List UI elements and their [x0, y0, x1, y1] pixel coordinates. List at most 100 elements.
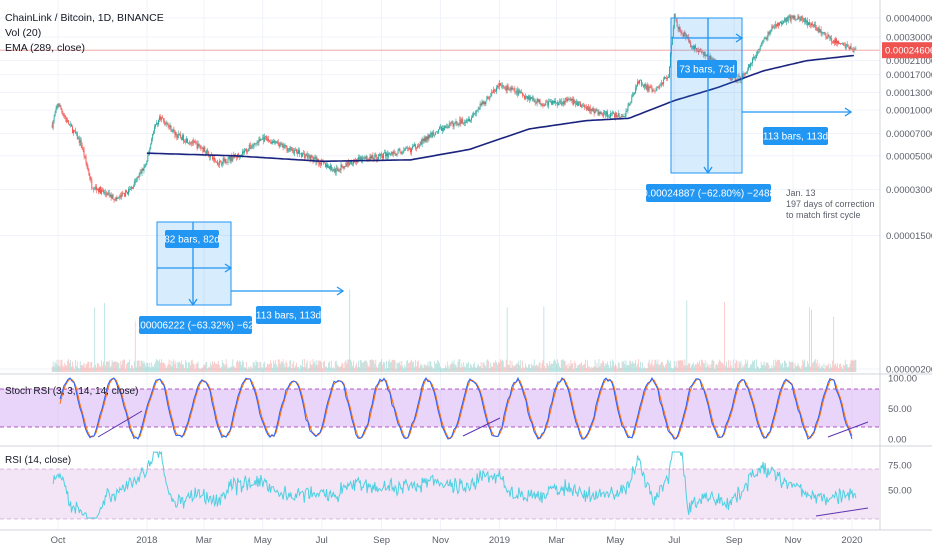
candle-body [364, 157, 366, 159]
range2b-bars-label-bg[interactable] [763, 127, 828, 145]
volume-bar [709, 368, 711, 372]
volume-bar [481, 368, 483, 372]
volume-bar [738, 361, 740, 372]
ema-legend[interactable]: EMA (289, close) [5, 42, 85, 54]
candle-body [667, 77, 668, 79]
range-arrow-1-head[interactable] [224, 263, 233, 273]
candle-body [807, 20, 809, 26]
candle-body [442, 128, 444, 131]
price-axis[interactable]: 0.000400000.000300000.000210000.00017000… [882, 14, 932, 497]
stoch-trendline-3[interactable] [827, 421, 869, 438]
volume-bar [341, 362, 343, 372]
candle-body [685, 33, 687, 38]
volume-bar [362, 362, 364, 372]
candle-body [677, 26, 679, 30]
drop-arrow-2-head[interactable] [703, 166, 713, 175]
candle-body [566, 99, 568, 102]
volume-bar [454, 364, 456, 372]
range1-bars-label[interactable]: 82 bars, 82d [164, 235, 220, 246]
candle-body [815, 27, 817, 31]
range-box-2[interactable] [670, 17, 743, 174]
drop2-label-bg[interactable] [646, 184, 771, 202]
range1b-bars-label-bg[interactable] [256, 306, 321, 324]
range2-bars-label-bg[interactable] [677, 60, 737, 78]
range2b-bars-label[interactable]: 113 bars, 113d [763, 132, 828, 143]
time-axis[interactable]: Oct 2018 Mar May Jul Sep Nov 2019 Mar May Jul Sep No… [51, 535, 863, 546]
drop-arrow-1-head[interactable] [188, 298, 198, 307]
volume-bar [66, 365, 68, 372]
candle-body [229, 156, 231, 161]
volume-bar [300, 364, 301, 372]
annotations[interactable]: 82 bars, 82d−0.00006222 (−63.32%) −62221… [126, 17, 875, 334]
drop1-label-bg[interactable] [139, 316, 252, 334]
volume-bar [329, 361, 330, 372]
range2-bars-label[interactable]: 73 bars, 73d [679, 65, 735, 76]
candle-body [680, 31, 682, 33]
candle-body [54, 112, 56, 117]
stoch-trendline-2[interactable] [462, 417, 501, 437]
candle-body [761, 41, 763, 45]
candle-body [101, 189, 102, 194]
candle-body [701, 52, 703, 53]
candle-body [102, 190, 104, 193]
candle-body [384, 152, 385, 154]
volume-bar [62, 365, 64, 372]
volume-legend[interactable]: Vol (20) [5, 27, 41, 39]
range-arrow-1b-head[interactable] [336, 286, 345, 296]
stoch-rsi-legend[interactable]: Stoch RSI (3, 3, 14, 14, close) [5, 386, 138, 397]
candle-body [776, 24, 778, 27]
range-arrow-2-head[interactable] [735, 33, 744, 43]
volume-bar [346, 363, 348, 372]
candle-body [345, 163, 347, 167]
candle-body [803, 20, 805, 22]
candle-body [664, 76, 666, 80]
candle-body [555, 101, 556, 103]
candle-body [689, 41, 691, 43]
candle-body [61, 109, 63, 112]
drop2-label[interactable]: −0.00024887 (−62.80%) −24887 [636, 189, 781, 200]
volume-bar [514, 365, 516, 372]
volume-bar [426, 365, 428, 372]
range-arrow-2b-head[interactable] [844, 107, 853, 117]
volume-bar [340, 365, 342, 372]
candle-body [806, 20, 808, 23]
volume-bar [766, 362, 768, 372]
candle-body [146, 161, 148, 165]
volume-bar [537, 366, 539, 372]
volume-bar [123, 359, 125, 372]
candle-body [190, 142, 192, 144]
volume-bar [573, 368, 575, 372]
volume-bar [768, 364, 770, 372]
volume-bar [421, 365, 423, 372]
volume-bar [603, 361, 605, 372]
candle-body [298, 150, 299, 154]
candle-body [695, 45, 696, 49]
volume-bar [678, 360, 680, 372]
range1-bars-label-bg[interactable] [165, 230, 219, 248]
volume-bar [185, 360, 186, 372]
candle-body [468, 119, 469, 122]
candle-body [477, 108, 479, 111]
volume-bar [485, 366, 487, 372]
candle-body [589, 107, 591, 111]
range1b-bars-label[interactable]: 113 bars, 113d [256, 311, 321, 322]
candle-body [729, 78, 731, 79]
volume-bar [422, 368, 424, 372]
stoch-trendline-1[interactable] [97, 410, 143, 438]
candle-body [424, 137, 426, 142]
candle-body [392, 151, 394, 155]
volume-bar [498, 362, 499, 372]
candle-body [431, 132, 433, 138]
candle-body [631, 96, 633, 103]
rsi-legend[interactable]: RSI (14, close) [5, 455, 71, 466]
drop1-label[interactable]: −0.00006222 (−63.32%) −6222 [126, 321, 265, 332]
candle-body [413, 144, 415, 147]
candle-body [281, 143, 283, 145]
candle-body [824, 32, 826, 34]
symbol-title[interactable]: ChainLink / Bitcoin, 1D, BINANCE [5, 12, 164, 24]
rsi-trendline[interactable] [815, 507, 869, 517]
candle-body [263, 137, 265, 142]
candle-body [673, 14, 675, 28]
volume-bar [248, 368, 250, 372]
